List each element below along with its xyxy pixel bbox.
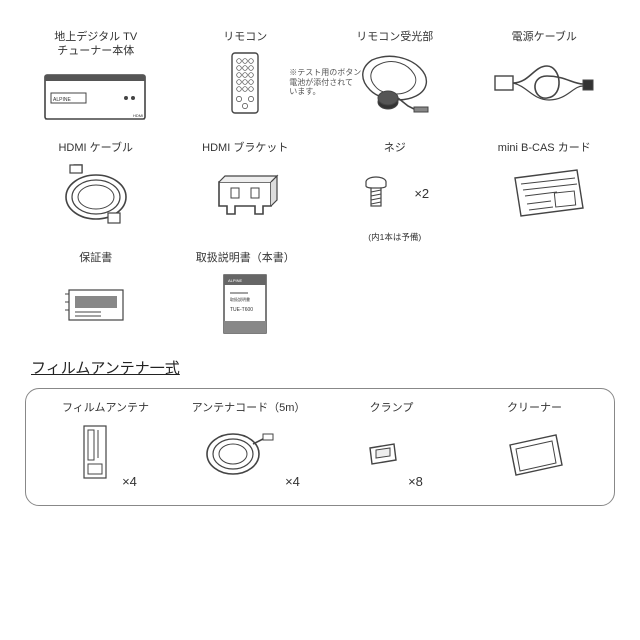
item-hdmi-cable: HDMI ケーブル (25, 141, 167, 243)
receiver-icon (350, 48, 440, 118)
svg-text:ALPINE: ALPINE (228, 278, 243, 283)
screw-sub: (内1本は予備) (368, 231, 421, 243)
screw-icon: ×2 (360, 159, 429, 229)
item-screw: ネジ ×2 (内1本は予備) (324, 141, 466, 243)
item-cleaner: クリーナー (463, 401, 606, 489)
antenna-box: フィルムアンテナ ×4 アンテナコード（5m） (25, 388, 615, 506)
clamp-icon-box: ×8 (360, 419, 423, 489)
antenna-cord-qty: ×4 (285, 474, 300, 489)
label-receiver: リモコン受光部 (356, 30, 433, 44)
svg-text:取扱説明書: 取扱説明書 (230, 296, 250, 302)
clamp-qty: ×8 (408, 474, 423, 489)
screw-qty: ×2 (414, 186, 429, 201)
item-remote: リモコン ※テスト用のボタン 電池が添付されて います。 (175, 30, 317, 133)
item-bracket: HDMI ブラケット (175, 141, 317, 243)
label-remote: リモコン (223, 30, 267, 44)
label-manual: 取扱説明書（本書） (196, 251, 295, 265)
label-bcas: mini B-CAS カード (498, 141, 591, 155)
label-power-cable: 電源ケーブル (512, 30, 577, 44)
label-cleaner: クリーナー (507, 401, 562, 415)
label-clamp: クランプ (370, 401, 414, 415)
warranty-icon (61, 269, 131, 339)
label-warranty: 保証書 (79, 251, 112, 265)
svg-text:ALPINE: ALPINE (53, 97, 71, 103)
label-film-antenna: フィルムアンテナ (62, 401, 149, 415)
bcas-icon (499, 159, 589, 229)
svg-text:HDMI: HDMI (133, 113, 143, 118)
item-film-antenna: フィルムアンテナ ×4 (34, 401, 177, 489)
label-hdmi-cable: HDMI ケーブル (58, 141, 133, 155)
item-clamp: クランプ ×8 (320, 401, 463, 489)
film-antenna-qty: ×4 (122, 474, 137, 489)
film-antenna-icon: ×4 (74, 419, 137, 489)
power-cable-icon (489, 48, 599, 118)
manual-icon: ALPINE 取扱説明書 TUE-T600 (218, 269, 272, 339)
label-screw: ネジ (384, 141, 406, 155)
item-power-cable: 電源ケーブル (474, 30, 616, 133)
remote-icon: ※テスト用のボタン 電池が添付されて います。 (229, 48, 261, 118)
hdmi-cable-icon (52, 159, 140, 229)
main-parts-grid: 地上デジタル TV チューナー本体 ALPINE HDMI リモコン (25, 30, 615, 339)
antenna-cord-icon: ×4 (197, 419, 300, 489)
item-bcas: mini B-CAS カード (474, 141, 616, 243)
cleaner-icon (498, 419, 572, 489)
label-bracket: HDMI ブラケット (202, 141, 288, 155)
svg-text:TUE-T600: TUE-T600 (230, 307, 253, 313)
label-antenna-cord: アンテナコード（5m） (192, 401, 306, 415)
label-tuner: 地上デジタル TV チューナー本体 (54, 30, 137, 59)
bracket-icon (205, 159, 285, 229)
item-tuner: 地上デジタル TV チューナー本体 ALPINE HDMI (25, 30, 167, 133)
item-antenna-cord: アンテナコード（5m） ×4 (177, 401, 320, 489)
antenna-section-title: フィルムアンテナ一式 (31, 357, 615, 378)
item-warranty: 保証書 (25, 251, 167, 339)
item-manual: 取扱説明書（本書） ALPINE 取扱説明書 TUE-T600 (175, 251, 317, 339)
tuner-icon: ALPINE HDMI (41, 63, 151, 133)
